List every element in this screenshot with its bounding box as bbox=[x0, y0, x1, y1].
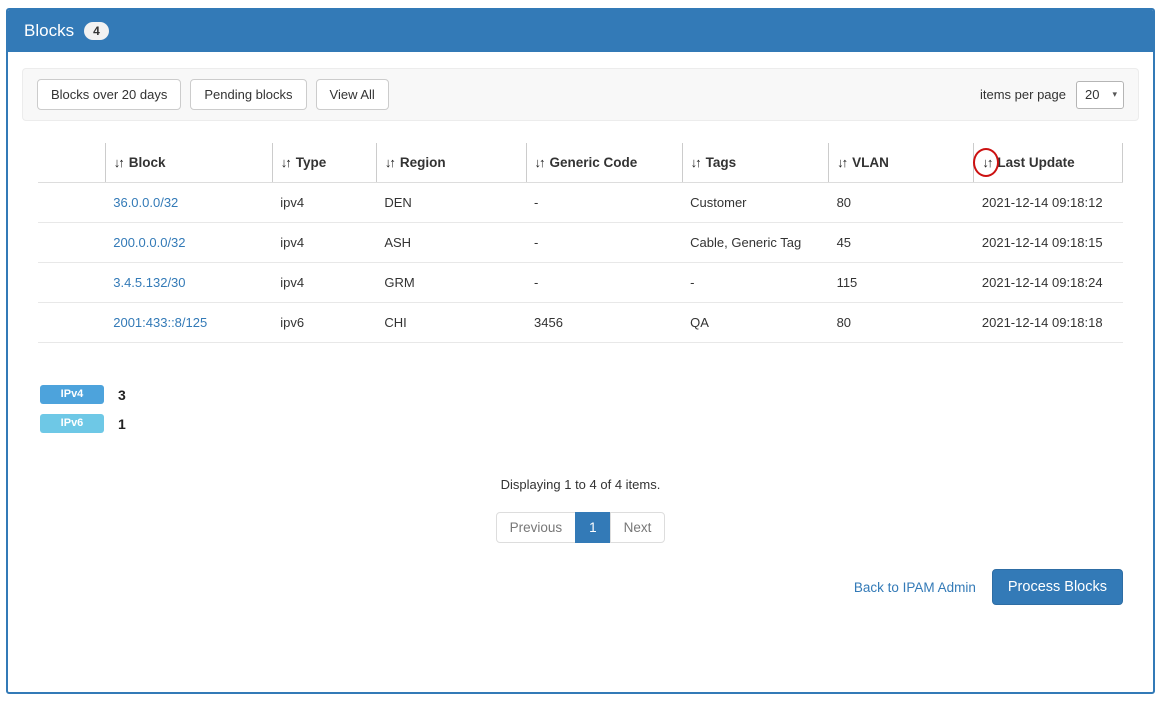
last-update-cell: 2021-12-14 09:18:24 bbox=[973, 262, 1123, 303]
filter-button-group: Blocks over 20 days Pending blocks View … bbox=[37, 79, 389, 110]
pending-blocks-button[interactable]: Pending blocks bbox=[190, 79, 307, 110]
page-title: Blocks bbox=[24, 21, 75, 40]
generic-code-cell: - bbox=[526, 262, 683, 303]
vlan-cell: 45 bbox=[828, 222, 974, 263]
tags-cell: - bbox=[682, 262, 829, 303]
col-header-label: Tags bbox=[705, 155, 737, 170]
ipv4-badge: IPv4 bbox=[40, 385, 104, 404]
ipv4-summary-row: IPv4 3 bbox=[40, 385, 1153, 404]
sort-icon[interactable]: ↓↑ bbox=[384, 155, 396, 170]
col-header-label: Block bbox=[128, 155, 166, 170]
sort-icon[interactable]: ↓↑ bbox=[113, 155, 125, 170]
back-to-ipam-admin-link[interactable]: Back to IPAM Admin bbox=[853, 579, 976, 595]
items-per-page-control: items per page 20 ▾ bbox=[980, 80, 1124, 109]
pagination: Previous 1 Next bbox=[8, 512, 1153, 543]
sort-icon[interactable]: ↓↑ bbox=[982, 155, 993, 170]
generic-code-cell: 3456 bbox=[526, 302, 683, 343]
col-header-label: VLAN bbox=[852, 155, 889, 170]
type-cell: ipv6 bbox=[272, 302, 377, 343]
col-header-vlan[interactable]: ↓↑ VLAN bbox=[828, 143, 975, 183]
blocks-panel: Blocks 4 Blocks over 20 days Pending blo… bbox=[6, 8, 1155, 694]
block-link[interactable]: 36.0.0.0/32 bbox=[113, 195, 179, 210]
col-header-label: Type bbox=[295, 155, 327, 170]
block-link[interactable]: 3.4.5.132/30 bbox=[113, 275, 186, 290]
type-cell: ipv4 bbox=[272, 262, 377, 303]
page-1-button[interactable]: 1 bbox=[575, 512, 611, 543]
panel-heading: Blocks 4 bbox=[8, 10, 1153, 52]
ipv6-summary-row: IPv6 1 bbox=[40, 414, 1153, 433]
tags-cell: Cable, Generic Tag bbox=[682, 222, 829, 263]
col-header-generic-code[interactable]: ↓↑ Generic Code bbox=[526, 143, 683, 183]
tags-cell: QA bbox=[682, 302, 829, 343]
last-update-cell: 2021-12-14 09:18:15 bbox=[973, 222, 1123, 263]
blocks-table-wrap: ↓↑ Block ↓↑ Type ↓↑ Region ↓↑ Generic Code ↓… bbox=[38, 143, 1123, 343]
vlan-cell: 80 bbox=[828, 302, 974, 343]
region-cell: DEN bbox=[376, 182, 526, 223]
caret-down-icon: ▾ bbox=[1112, 89, 1117, 99]
sort-icon[interactable]: ↓↑ bbox=[837, 155, 848, 170]
display-status-text: Displaying 1 to 4 of 4 items. bbox=[500, 477, 661, 492]
sort-icon[interactable]: ↓↑ bbox=[690, 155, 702, 170]
previous-page-button[interactable]: Previous bbox=[495, 512, 577, 543]
region-cell: CHI bbox=[376, 302, 526, 343]
blocks-over-20-days-button[interactable]: Blocks over 20 days bbox=[37, 79, 182, 110]
process-blocks-button[interactable]: Process Blocks bbox=[991, 569, 1123, 605]
generic-code-cell: - bbox=[526, 222, 683, 263]
col-header-block[interactable]: ↓↑ Block bbox=[105, 143, 273, 183]
items-per-page-value: 20 bbox=[1085, 87, 1100, 102]
last-update-cell: 2021-12-14 09:18:12 bbox=[973, 182, 1123, 223]
col-header-last-update[interactable]: ↓↑ Last Update bbox=[973, 143, 1123, 183]
col-header-region[interactable]: ↓↑ Region bbox=[376, 143, 527, 183]
table-row: 2001:433::8/125 ipv6 CHI 3456 QA 80 2021… bbox=[38, 302, 1123, 343]
items-per-page-label: items per page bbox=[980, 87, 1066, 102]
next-page-button[interactable]: Next bbox=[609, 512, 666, 543]
type-cell: ipv4 bbox=[272, 222, 377, 263]
tags-cell: Customer bbox=[682, 182, 829, 223]
row-select-cell bbox=[38, 302, 106, 343]
block-link[interactable]: 2001:433::8/125 bbox=[113, 315, 208, 330]
col-header-label: Last Update bbox=[997, 155, 1075, 170]
table-row: 36.0.0.0/32 ipv4 DEN - Customer 80 2021-… bbox=[38, 182, 1123, 223]
view-all-button[interactable]: View All bbox=[315, 79, 389, 110]
region-cell: GRM bbox=[376, 262, 526, 303]
row-select-cell bbox=[38, 262, 106, 303]
generic-code-cell: - bbox=[526, 182, 683, 223]
col-header-type[interactable]: ↓↑ Type bbox=[272, 143, 377, 183]
col-header-label: Region bbox=[399, 155, 446, 170]
row-select-cell bbox=[38, 182, 106, 223]
block-link[interactable]: 200.0.0.0/32 bbox=[113, 235, 186, 250]
table-row: 3.4.5.132/30 ipv4 GRM - - 115 2021-12-14… bbox=[38, 262, 1123, 303]
ipv4-count: 3 bbox=[118, 386, 126, 403]
footer-actions: Back to IPAM Admin Process Blocks bbox=[8, 569, 1123, 605]
vlan-cell: 115 bbox=[828, 262, 974, 303]
col-header-select bbox=[38, 143, 106, 183]
type-cell: ipv4 bbox=[272, 182, 377, 223]
ipv6-badge: IPv6 bbox=[40, 414, 104, 433]
blocks-count-badge: 4 bbox=[84, 22, 109, 40]
sort-icon[interactable]: ↓↑ bbox=[534, 155, 546, 170]
blocks-table: ↓↑ Block ↓↑ Type ↓↑ Region ↓↑ Generic Code ↓… bbox=[38, 143, 1123, 343]
region-cell: ASH bbox=[376, 222, 526, 263]
ip-summary: IPv4 3 IPv6 1 bbox=[40, 385, 1153, 433]
row-select-cell bbox=[38, 222, 106, 263]
vlan-cell: 80 bbox=[828, 182, 974, 223]
col-header-label: Generic Code bbox=[549, 155, 638, 170]
ipv6-count: 1 bbox=[118, 415, 126, 432]
table-row: 200.0.0.0/32 ipv4 ASH - Cable, Generic T… bbox=[38, 222, 1123, 263]
col-header-tags[interactable]: ↓↑ Tags bbox=[682, 143, 830, 183]
filter-toolbar: Blocks over 20 days Pending blocks View … bbox=[22, 68, 1139, 121]
table-header-row: ↓↑ Block ↓↑ Type ↓↑ Region ↓↑ Generic Code ↓… bbox=[38, 143, 1123, 183]
last-update-cell: 2021-12-14 09:18:18 bbox=[973, 302, 1123, 343]
sort-icon[interactable]: ↓↑ bbox=[280, 155, 292, 170]
items-per-page-select[interactable]: 20 ▾ bbox=[1076, 80, 1124, 109]
